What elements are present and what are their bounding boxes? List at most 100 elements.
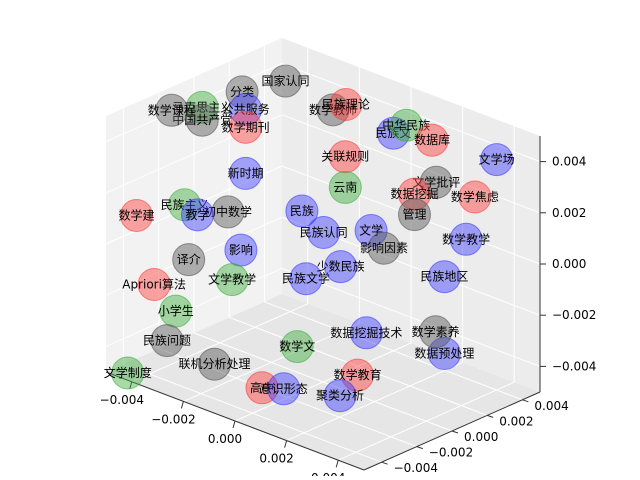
y-tick-label: −0.002 (429, 446, 473, 460)
point-marker (354, 214, 388, 247)
grid-line (281, 63, 541, 163)
data-point: 文学 (354, 214, 388, 247)
grid-line (264, 301, 523, 401)
data-point: 影响 (224, 233, 258, 267)
data-point: 关联规则 (321, 140, 369, 174)
point-marker (458, 180, 492, 214)
data-point: 中华民族 (382, 108, 430, 142)
data-point: 文学场 (479, 143, 515, 177)
point-marker (150, 324, 184, 358)
point-label: 影响因素 (360, 240, 408, 255)
point-marker (449, 222, 483, 256)
data-point: 初中数学 (204, 195, 252, 229)
point-marker (480, 143, 514, 177)
data-point: 数学教师 (309, 93, 357, 127)
grid-line (229, 316, 488, 416)
point-label: 公共服务 (222, 101, 270, 116)
y-tick (416, 446, 423, 450)
data-point: 少数民族 (317, 250, 365, 284)
point-label: 数学教育 (334, 367, 382, 382)
point-marker (172, 243, 206, 277)
grid-line (105, 114, 283, 194)
point-label: 数学教学 (442, 231, 490, 246)
point-marker (307, 216, 341, 249)
data-point: 文学批评 (412, 165, 460, 199)
point-marker (198, 347, 231, 381)
x-tick (232, 420, 236, 429)
x-tick (335, 460, 339, 468)
point-marker (427, 260, 461, 294)
point-label: 初中数学 (204, 204, 252, 219)
data-point: 民族问题 (143, 324, 191, 358)
data-point: 分类 (225, 75, 259, 109)
y-tick (451, 430, 459, 434)
point-marker (398, 198, 431, 232)
point-label: 联机分析处理 (178, 357, 250, 371)
data-point: 文学教学 (208, 263, 256, 297)
point-marker (349, 316, 383, 350)
grid-line (337, 381, 515, 461)
point-label: 民族理论 (322, 97, 370, 111)
grid-line (281, 114, 541, 214)
data-point: 聚类分析 (316, 379, 364, 413)
point-marker (280, 330, 314, 364)
point-marker (120, 199, 153, 232)
point-label: 教学 (185, 207, 209, 222)
point-label: 数学文 (279, 339, 315, 354)
data-point: 云南 (328, 170, 362, 204)
data-point: 数据库 (414, 123, 450, 157)
data-point: 民族文学 (282, 262, 330, 296)
point-marker (181, 198, 214, 232)
data-point: 民族文 (375, 116, 411, 150)
point-marker (328, 170, 362, 204)
point-label: 新时期 (228, 165, 264, 180)
point-marker (215, 263, 249, 297)
point-label: 管理 (402, 207, 426, 222)
point-label: 民族问题 (143, 334, 191, 348)
point-marker (415, 123, 449, 157)
x-tick-label: 0.000 (208, 432, 242, 446)
point-label: 民族文 (375, 125, 411, 140)
data-point: 数学焦虑 (451, 180, 499, 214)
point-label: 译介 (177, 253, 201, 267)
y-tick (487, 414, 494, 418)
data-point: 民族地区 (420, 260, 468, 294)
point-marker (229, 156, 263, 190)
data-point: 数据挖掘技术 (330, 316, 402, 350)
point-label: Apriori算法 (122, 277, 186, 292)
point-label: 影响 (229, 242, 253, 257)
point-label: 数学教师 (309, 102, 357, 117)
point-marker (376, 116, 410, 150)
point-label: 民族文学 (282, 271, 330, 286)
y-tick-label: −0.004 (394, 461, 438, 475)
data-point: 数学教学 (442, 222, 490, 256)
grid-line (286, 362, 463, 442)
x-tick-label: 0.004 (311, 471, 345, 476)
data-point: 教学 (181, 198, 214, 232)
data-point: 文学制度 (104, 356, 152, 390)
y-tick-label: 0.002 (499, 414, 533, 428)
point-marker (267, 372, 301, 406)
point-label: 民族认同 (300, 226, 348, 240)
x-tick (180, 401, 184, 409)
point-marker (398, 177, 431, 211)
data-point: 新时期 (228, 156, 264, 190)
point-marker (185, 90, 219, 124)
point-marker (185, 103, 219, 137)
data-point: 民族认同 (300, 216, 348, 249)
x-tick-label: 0.002 (259, 452, 293, 466)
point-marker (225, 75, 259, 109)
x-tick-label: −0.004 (100, 393, 144, 407)
point-label: 数学期刊 (222, 119, 270, 134)
data-point: 数据挖掘 (390, 177, 439, 211)
point-label: 聚类分析 (316, 389, 364, 403)
point-label: 数据挖掘 (390, 186, 438, 201)
point-marker (285, 194, 319, 228)
x-tick-label: −0.002 (151, 412, 195, 426)
point-marker (328, 140, 362, 174)
point-marker (289, 262, 323, 296)
grid-line (193, 332, 453, 432)
data-point: 数学课程 (148, 93, 196, 127)
data-point: 数学素养 (412, 315, 460, 349)
point-marker (229, 110, 263, 144)
